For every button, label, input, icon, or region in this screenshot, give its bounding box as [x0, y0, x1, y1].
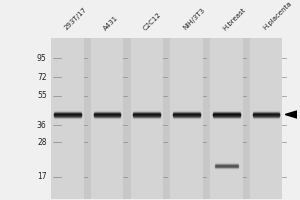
Bar — [210, 38, 243, 199]
Polygon shape — [285, 110, 300, 119]
Text: 36: 36 — [37, 121, 46, 130]
Text: 95: 95 — [37, 54, 46, 63]
Bar — [250, 38, 282, 199]
Bar — [51, 38, 84, 199]
Text: 28: 28 — [37, 138, 46, 147]
Bar — [170, 38, 203, 199]
Text: A431: A431 — [103, 14, 120, 31]
Bar — [130, 38, 163, 199]
Text: 293T/17: 293T/17 — [63, 6, 88, 31]
Text: 55: 55 — [37, 91, 46, 100]
Text: H.placenta: H.placenta — [262, 0, 292, 31]
Text: 72: 72 — [37, 73, 46, 82]
Bar — [91, 38, 123, 199]
Text: NIH/3T3: NIH/3T3 — [182, 7, 206, 31]
FancyBboxPatch shape — [54, 38, 276, 199]
Text: 17: 17 — [37, 172, 46, 181]
Text: C2C12: C2C12 — [142, 11, 163, 31]
Text: H.breast: H.breast — [222, 6, 247, 31]
